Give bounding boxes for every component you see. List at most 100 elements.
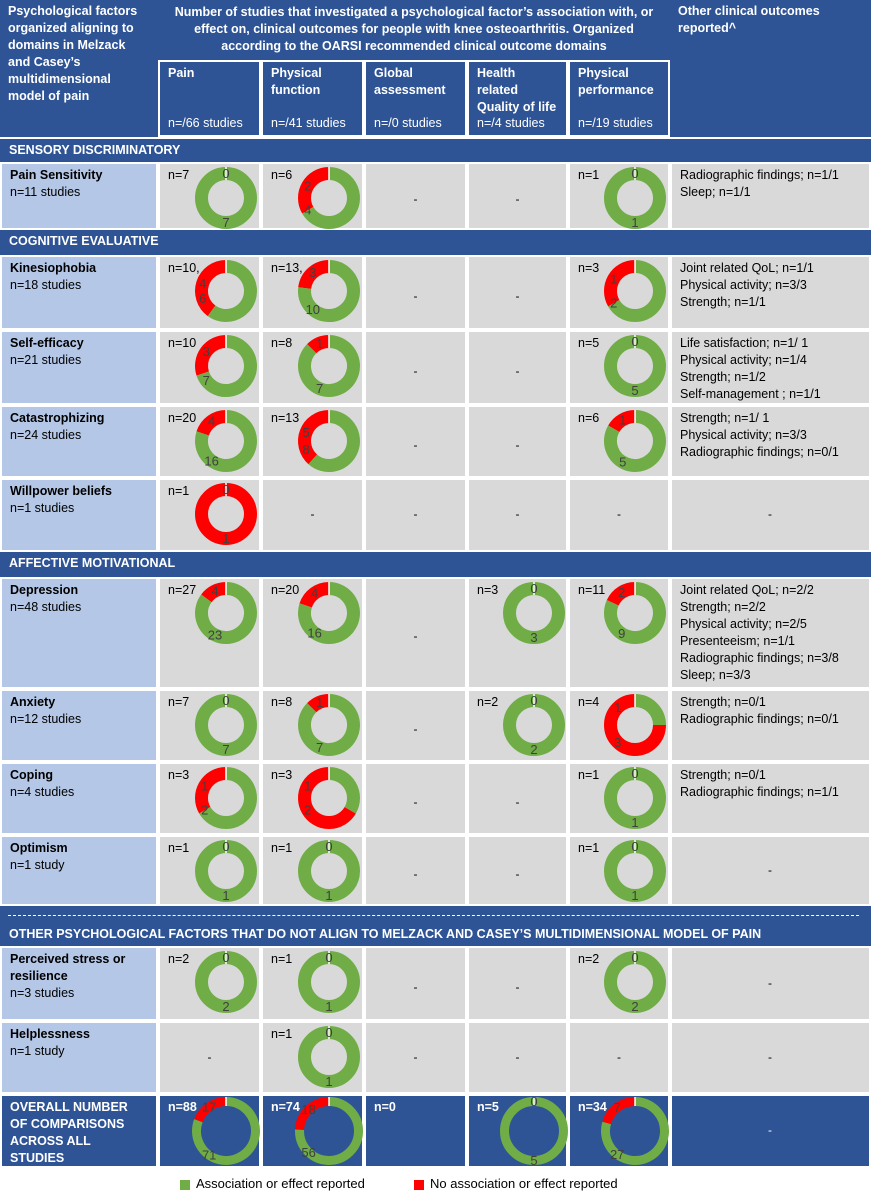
factor-studies: n=4 studies — [10, 785, 75, 799]
row-8-outcome-4-dash: - — [515, 866, 520, 881]
row-10-other-cell — [670, 1021, 871, 1094]
row-11-other-dash: - — [768, 1123, 772, 1137]
row-7-outcome-5-donut: 10 — [604, 766, 666, 830]
row-3-outcome-5-assoc-slice — [604, 410, 666, 472]
row-5-outcome-5-none-slice — [606, 582, 636, 606]
row-10-outcome-4 — [467, 1021, 568, 1094]
row-11-outcome-1-assoc-slice — [191, 1097, 260, 1165]
row-3-outcome-2-assoc-slice — [307, 410, 360, 472]
legend-assoc-swatch — [180, 1179, 190, 1190]
header-outcome-1: Pain n=/66 studies — [158, 60, 261, 137]
row-10-outcome-2-donut: 10 — [297, 1025, 360, 1089]
header-factor-cell: Psychological factors organized aligning… — [0, 0, 158, 137]
row-11-outcome-2-donut: 56 18 — [294, 1097, 363, 1165]
row-5-outcome-2-none-label: 4 — [310, 586, 317, 601]
cell-n: n=3 — [477, 583, 499, 597]
row-3-outcome-3 — [364, 405, 467, 478]
cell-n: n=3 — [168, 768, 190, 782]
header-outcome-n: n=/41 studies — [271, 116, 346, 130]
row-9-name-cell: Perceived stress or resilience n=3 studie… — [0, 946, 158, 1021]
row-1-outcome-2-none-slice — [297, 260, 329, 290]
row-8-outcome-1-assoc-label: 1 — [222, 888, 229, 903]
row-2-other-cell: Life satisfaction; n=1/ 1 Physical activi… — [670, 330, 871, 405]
row-2-outcome-1-assoc-label: 7 — [202, 373, 209, 388]
row-9-outcome-5-donut: 20 — [604, 950, 666, 1014]
cell-n: n=5 — [477, 1100, 499, 1114]
factor-name: Helplessness — [10, 1027, 90, 1041]
row-6-outcome-5-donut: 13 — [604, 694, 666, 756]
row-0-outcome-2-assoc-label: 4 — [304, 203, 311, 218]
other-outcome-line: Radiographic findings; n=1/1 — [680, 168, 839, 182]
row-4-other-cell — [670, 478, 871, 552]
row-3-outcome-1-none-label: 4 — [207, 414, 214, 429]
row-4-outcome-5 — [568, 478, 670, 552]
row-5-outcome-5-assoc-slice — [604, 582, 666, 644]
row-2-outcome-5-assoc-label: 5 — [631, 383, 638, 398]
header-outcome-n: n=/4 studies — [477, 116, 545, 130]
row-11-outcome-2-assoc-label: 56 — [301, 1145, 315, 1160]
row-1-outcome-4-dash: - — [515, 288, 520, 303]
cell-n: n=6 — [578, 411, 600, 425]
cell-n: n=1 — [168, 484, 190, 498]
row-9-outcome-4 — [467, 946, 568, 1021]
row-7-outcome-1-none-slice — [194, 767, 226, 814]
factor-name: Optimism — [10, 841, 68, 855]
cell-n: n=8 — [271, 695, 293, 709]
row-4-outcome-2-dash: - — [310, 507, 315, 521]
row-7-outcome-2-donut: 12 — [297, 767, 360, 829]
row-7-outcome-3-dash: - — [413, 794, 418, 809]
row-3-outcome-5-donut: 51 — [604, 410, 666, 472]
row-5-outcome-5-donut: 92 — [604, 582, 666, 644]
cell-n: n=3 — [271, 768, 293, 782]
row-7-name-cell: Coping n=4 studies — [0, 762, 158, 835]
row-2-outcome-2-none-label: 1 — [315, 336, 322, 351]
row-0-outcome-1-donut: 70 — [194, 166, 257, 230]
row-9-outcome-5-none-label: 0 — [631, 950, 638, 965]
row-3-outcome-2-none-slice — [297, 410, 329, 465]
row-5-outcome-2-assoc-slice — [297, 582, 360, 644]
row-11-outcome-4-donut: 50 — [499, 1094, 568, 1168]
row-8-outcome-2-donut: 10 — [297, 839, 360, 903]
row-11-outcome-1-donut: 71 17 — [191, 1097, 260, 1165]
row-11-outcome-2-none-label: 18 — [301, 1102, 315, 1117]
row-5-outcome-4-assoc-label: 3 — [530, 630, 537, 645]
other-outcome-line: Strength; n=1/ 1 — [680, 411, 770, 425]
row-0-outcome-4-dash: - — [515, 192, 520, 206]
row-8-outcome-2-none-label: 0 — [325, 839, 332, 854]
row-9-outcome-4-dash: - — [515, 979, 520, 994]
cell-n: n=2 — [578, 952, 600, 966]
other-outcome-line: Joint related QoL; n=2/2 — [680, 583, 814, 597]
row-8-outcome-3-dash: - — [413, 866, 418, 881]
row-0-outcome-2-none-slice — [297, 167, 329, 214]
row-2-outcome-1-donut: 73 — [194, 335, 257, 397]
cell-n: n=10, — [168, 261, 200, 275]
header-group-text: Number of studies that investigated a ps… — [174, 5, 654, 53]
row-0-name-cell: Pain Sensitivity n=11 studies — [0, 162, 158, 230]
header-outcome-2: Physical function n=/41 studies — [261, 60, 364, 137]
row-3-outcome-5-none-label: 1 — [619, 412, 626, 427]
row-1-outcome-5-assoc-slice — [608, 260, 666, 322]
legend-none: No association or effect reported — [414, 1176, 618, 1191]
row-8-other-dash: - — [768, 862, 772, 877]
row-8-outcome-5-donut: 10 — [604, 839, 666, 903]
cell-n: n=0 — [374, 1100, 396, 1114]
header-outcome-3: Global assessment n=/0 studies — [364, 60, 467, 137]
row-4-outcome-1-none-label: 1 — [222, 531, 229, 546]
row-7-outcome-2-none-label: 2 — [304, 803, 311, 818]
row-4-outcome-4 — [467, 478, 568, 552]
row-2-outcome-1-none-slice — [194, 335, 226, 376]
row-1-outcome-5-assoc-label: 2 — [610, 296, 617, 311]
cell-n: n=2 — [477, 695, 499, 709]
row-2-outcome-5-donut: 50 — [604, 334, 666, 398]
cell-n: n=5 — [578, 336, 600, 350]
row-11-name-cell: OVERALL NUMBER OF COMPARISONS ACROSS ALL… — [0, 1094, 158, 1168]
row-11-outcome-5-none-label: 7 — [614, 1100, 621, 1115]
row-4-outcome-4-dash: - — [515, 507, 520, 521]
cell-n: n=1 — [578, 168, 600, 182]
factor-studies: n=12 studies — [10, 712, 82, 726]
row-1-name-cell: Kinesiophobia n=18 studies — [0, 255, 158, 330]
row-10-outcome-2-none-label: 0 — [325, 1025, 332, 1040]
row-5-outcome-2-donut: 16 4 — [297, 582, 360, 644]
cell-n: n=88 — [168, 1100, 197, 1114]
row-7-outcome-4 — [467, 762, 568, 835]
